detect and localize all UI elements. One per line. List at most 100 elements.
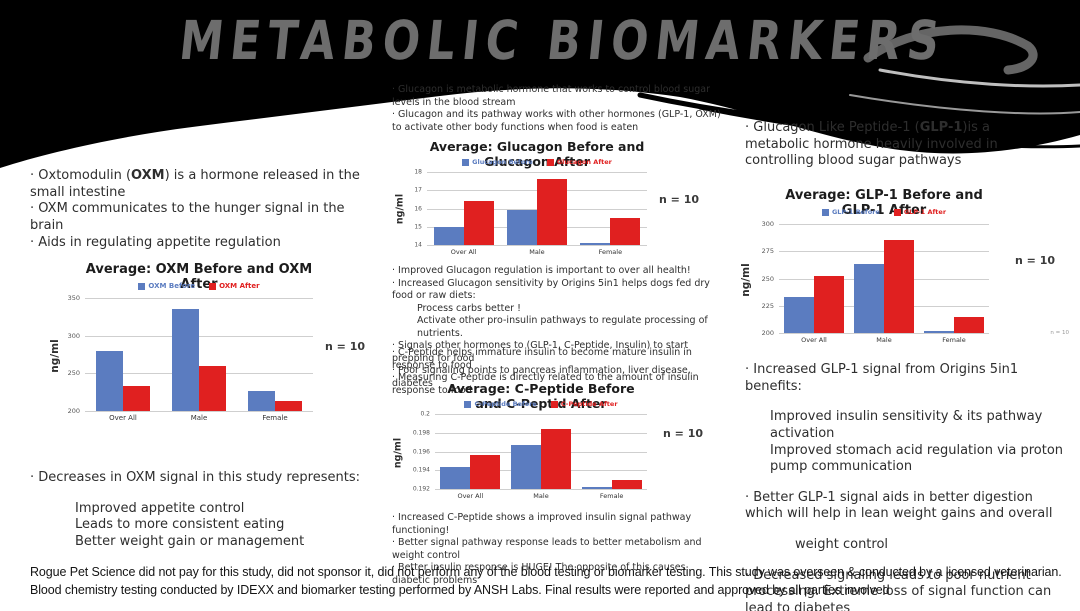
chart-title: Average: OXM Before and OXM After [85, 262, 313, 292]
legend-item: OXM Before [138, 282, 195, 290]
chart-xlabels: Over All Male Female [435, 492, 647, 505]
bar [854, 264, 884, 333]
chart-ylabel: ng/ml [394, 193, 406, 225]
decrease-item: Better weight gain or management [75, 533, 305, 549]
legend-label: Glucagon After [556, 158, 612, 166]
bar-group [85, 298, 161, 411]
chart-annotation: n = 10 [662, 427, 703, 440]
y-tick-label: 275 [761, 247, 774, 256]
text-segment: )is a metabolic hormone heavily involved… [745, 120, 998, 169]
y-tick-label: 14 [414, 241, 422, 249]
legend-item: GLP-1 Before [821, 208, 880, 216]
bar-group [574, 172, 647, 245]
chart-xlabels: Over All Male Female [779, 336, 989, 350]
chart-ylabel: ng/ml [740, 263, 752, 297]
oxm-decrease-block: Decreases in OXM signal in this study re… [30, 470, 370, 551]
disclaimer-line-1: Rogue Pet Science did not pay for this s… [30, 565, 1062, 579]
glp1-intro-block: Glucagon Like Peptide-1 (GLP-1)is a meta… [745, 120, 1045, 170]
bar-group [427, 172, 500, 245]
cpeptide-note: Increased C-Peptide shows a improved ins… [392, 512, 724, 537]
gridline [427, 172, 647, 173]
legend-item: Glucagon Before [462, 158, 533, 166]
glucagon-intro-block: Glucagon is metabolic hormone that works… [392, 84, 722, 134]
y-tick-label: 300 [67, 331, 80, 340]
x-category-label: Female [599, 492, 624, 500]
legend-label: C-Peptide Before [474, 400, 537, 408]
gridline [427, 245, 647, 246]
glucagon-chart: Average: Glucagon Before and Glucagon Af… [393, 139, 705, 263]
bar-group [576, 414, 647, 489]
chart-title: Average: Glucagon Before and Glucagon Af… [429, 139, 645, 169]
decrease-item: Leads to more consistent eating [75, 517, 285, 533]
y-tick-label: 225 [761, 301, 774, 310]
bar-group [849, 224, 919, 333]
bar [580, 243, 611, 245]
x-category-label: Male [533, 492, 549, 500]
glp1-bullet-sub: weight control [795, 537, 889, 552]
bar [172, 308, 199, 411]
legend-label: Glucagon Before [472, 158, 533, 166]
bar-group [500, 172, 573, 245]
glp1-intro-bullet: Glucagon Like Peptide-1 (GLP-1)is a meta… [745, 120, 1045, 170]
chart-legend: GLP-1 Before GLP-1 After [779, 208, 989, 216]
bar-group [161, 298, 237, 411]
glp1-benefits-block: Increased GLP-1 signal from Origins 5in1… [745, 362, 1067, 611]
x-category-label: Male [190, 414, 208, 422]
cpeptide-intro-block: C-Peptide helps immature insulin to beco… [392, 347, 724, 397]
text-segment-bold: OXM [131, 168, 165, 183]
bar [248, 391, 275, 411]
glp1-bullet: Decreased signaling leads to poor nutrie… [745, 568, 1067, 611]
x-category-label: Over All [450, 248, 477, 256]
bar [511, 444, 541, 489]
benefit-item: Improved insulin sensitivity & its pathw… [770, 409, 1043, 441]
legend-item: OXM After [209, 282, 260, 290]
decrease-heading: Decreases in OXM signal in this study re… [30, 470, 370, 487]
legend-item: C-Peptide After [550, 400, 618, 408]
y-tick-label: 17 [414, 186, 422, 194]
glp1-chart: Average: GLP-1 Before and GLP-1 After GL… [737, 186, 1069, 354]
bar-group [237, 298, 313, 411]
x-category-label: Female [262, 414, 288, 422]
chart-xlabels: Over All Male Female [427, 248, 647, 261]
gridline [779, 333, 989, 334]
bar [96, 350, 123, 411]
x-category-label: Male [876, 336, 892, 344]
legend-label: C-Peptide After [560, 400, 618, 408]
bar-group [779, 224, 849, 333]
x-category-label: Female [598, 248, 623, 256]
y-tick-label: 250 [67, 369, 80, 378]
benefits-heading: Increased GLP-1 signal from Origins 5in1… [745, 362, 1067, 395]
bar [924, 330, 954, 333]
chart-ylabel: ng/ml [49, 339, 61, 373]
text-segment-bold: GLP-1 [919, 120, 963, 135]
oxm-intro-bullet-2: OXM communicates to the hunger signal in… [30, 201, 368, 234]
bar-group [435, 414, 506, 489]
gridline [779, 224, 989, 225]
bar [884, 240, 914, 333]
chart-annotation: n = 10 [658, 193, 699, 206]
disclaimer-footer: Rogue Pet Science did not pay for this s… [30, 563, 1065, 599]
cpeptide-intro-bullet: Measuring C-Peptide is directly related … [392, 372, 724, 397]
oxm-intro-bullet-1: Oxtomodulin (OXM) is a hormone released … [30, 168, 368, 201]
text-segment: ) is a hormone released in the small int… [30, 168, 360, 200]
oxm-chart: Average: OXM Before and OXM After OXM Be… [45, 260, 375, 432]
y-tick-label: 200 [67, 407, 80, 415]
legend-swatch [138, 282, 146, 290]
cpeptide-note: Better insulin response is HUGE! The opp… [392, 562, 724, 587]
cpeptide-intro-bullet: C-Peptide helps immature insulin to beco… [392, 347, 724, 372]
y-tick-label: 350 [67, 294, 80, 302]
chart-ylabel: ng/ml [392, 437, 404, 469]
legend-label: GLP-1 After [903, 208, 947, 216]
legend-swatch [464, 400, 472, 408]
y-tick-label: 16 [414, 205, 422, 212]
chart-legend: C-Peptide Before C-Peptide After [435, 400, 647, 408]
gridline [85, 411, 313, 412]
legend-label: OXM Before [148, 282, 196, 290]
bar [433, 226, 464, 245]
gridline [85, 298, 313, 299]
legend-label: OXM After [219, 282, 260, 290]
y-tick-label: 300 [761, 220, 774, 228]
legend-swatch [462, 158, 470, 166]
gridline [435, 414, 647, 415]
